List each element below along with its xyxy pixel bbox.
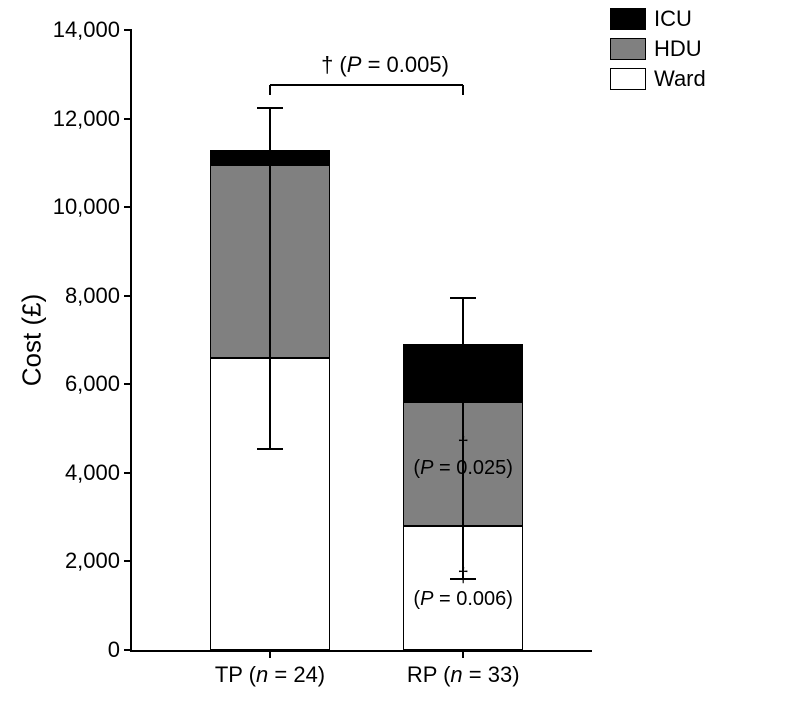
y-tick-label: 12,000 [53, 106, 120, 132]
legend: ICU HDU Ward [610, 6, 706, 96]
y-tick [124, 118, 132, 120]
y-tick [124, 29, 132, 31]
significance-bracket-line [270, 84, 463, 86]
x-tick-label: RP (n = 33) [407, 662, 520, 688]
error-bar-cap [257, 107, 283, 109]
legend-item-icu: ICU [610, 6, 706, 32]
plot-area: 02,0004,0006,0008,00010,00012,00014,000T… [130, 30, 592, 652]
y-tick [124, 206, 132, 208]
y-tick [124, 472, 132, 474]
error-bar-line [269, 108, 271, 449]
x-tick [462, 650, 464, 658]
error-bar-cap [257, 448, 283, 450]
legend-swatch [610, 38, 646, 60]
significance-bracket-drop [269, 85, 271, 95]
y-tick-label: 0 [108, 637, 120, 663]
y-axis-title: Cost (£) [17, 294, 48, 386]
y-tick-label: 2,000 [65, 548, 120, 574]
significance-label: † (P = 0.005) [321, 52, 449, 78]
legend-swatch [610, 68, 646, 90]
legend-item-ward: Ward [610, 66, 706, 92]
cost-stacked-bar-chart: Cost (£) 02,0004,0006,0008,00010,00012,0… [0, 0, 800, 712]
x-tick-label: TP (n = 24) [215, 662, 325, 688]
y-tick [124, 560, 132, 562]
legend-swatch [610, 8, 646, 30]
y-tick-label: 4,000 [65, 460, 120, 486]
x-tick [269, 650, 271, 658]
y-tick-label: 10,000 [53, 194, 120, 220]
in-bar-annotation: †(P = 0.025) [413, 434, 513, 480]
in-bar-annotation: †(P = 0.006) [413, 565, 513, 611]
y-tick [124, 649, 132, 651]
legend-item-hdu: HDU [610, 36, 706, 62]
legend-label: ICU [654, 6, 692, 32]
legend-label: Ward [654, 66, 706, 92]
y-tick [124, 295, 132, 297]
legend-label: HDU [654, 36, 702, 62]
y-tick-label: 6,000 [65, 371, 120, 397]
y-tick [124, 383, 132, 385]
y-tick-label: 14,000 [53, 17, 120, 43]
y-tick-label: 8,000 [65, 283, 120, 309]
error-bar-cap [450, 297, 476, 299]
significance-bracket-drop [462, 85, 464, 95]
